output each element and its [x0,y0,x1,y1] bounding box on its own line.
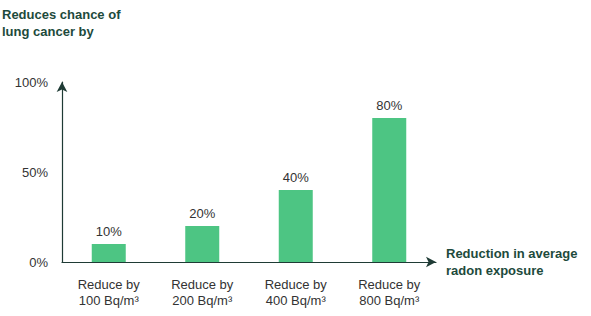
svg-text:0%: 0% [29,255,48,270]
svg-text:800 Bq/m³: 800 Bq/m³ [359,293,420,308]
svg-text:40%: 40% [283,170,309,185]
svg-text:20%: 20% [189,206,215,221]
svg-text:80%: 80% [376,98,402,113]
svg-text:radon exposure: radon exposure [446,263,544,278]
svg-text:200 Bq/m³: 200 Bq/m³ [172,293,233,308]
svg-text:Reduces chance of: Reduces chance of [2,7,121,22]
svg-text:lung cancer by: lung cancer by [2,24,95,39]
svg-text:100%: 100% [15,75,49,90]
svg-text:Reduce by: Reduce by [171,277,234,292]
svg-text:Reduce by: Reduce by [78,277,141,292]
svg-text:Reduction in average: Reduction in average [446,246,577,261]
svg-text:Reduce by: Reduce by [358,277,421,292]
svg-text:10%: 10% [96,224,122,239]
svg-text:Reduce by: Reduce by [265,277,328,292]
svg-text:100 Bq/m³: 100 Bq/m³ [79,293,140,308]
svg-text:50%: 50% [22,165,48,180]
svg-text:400 Bq/m³: 400 Bq/m³ [266,293,327,308]
